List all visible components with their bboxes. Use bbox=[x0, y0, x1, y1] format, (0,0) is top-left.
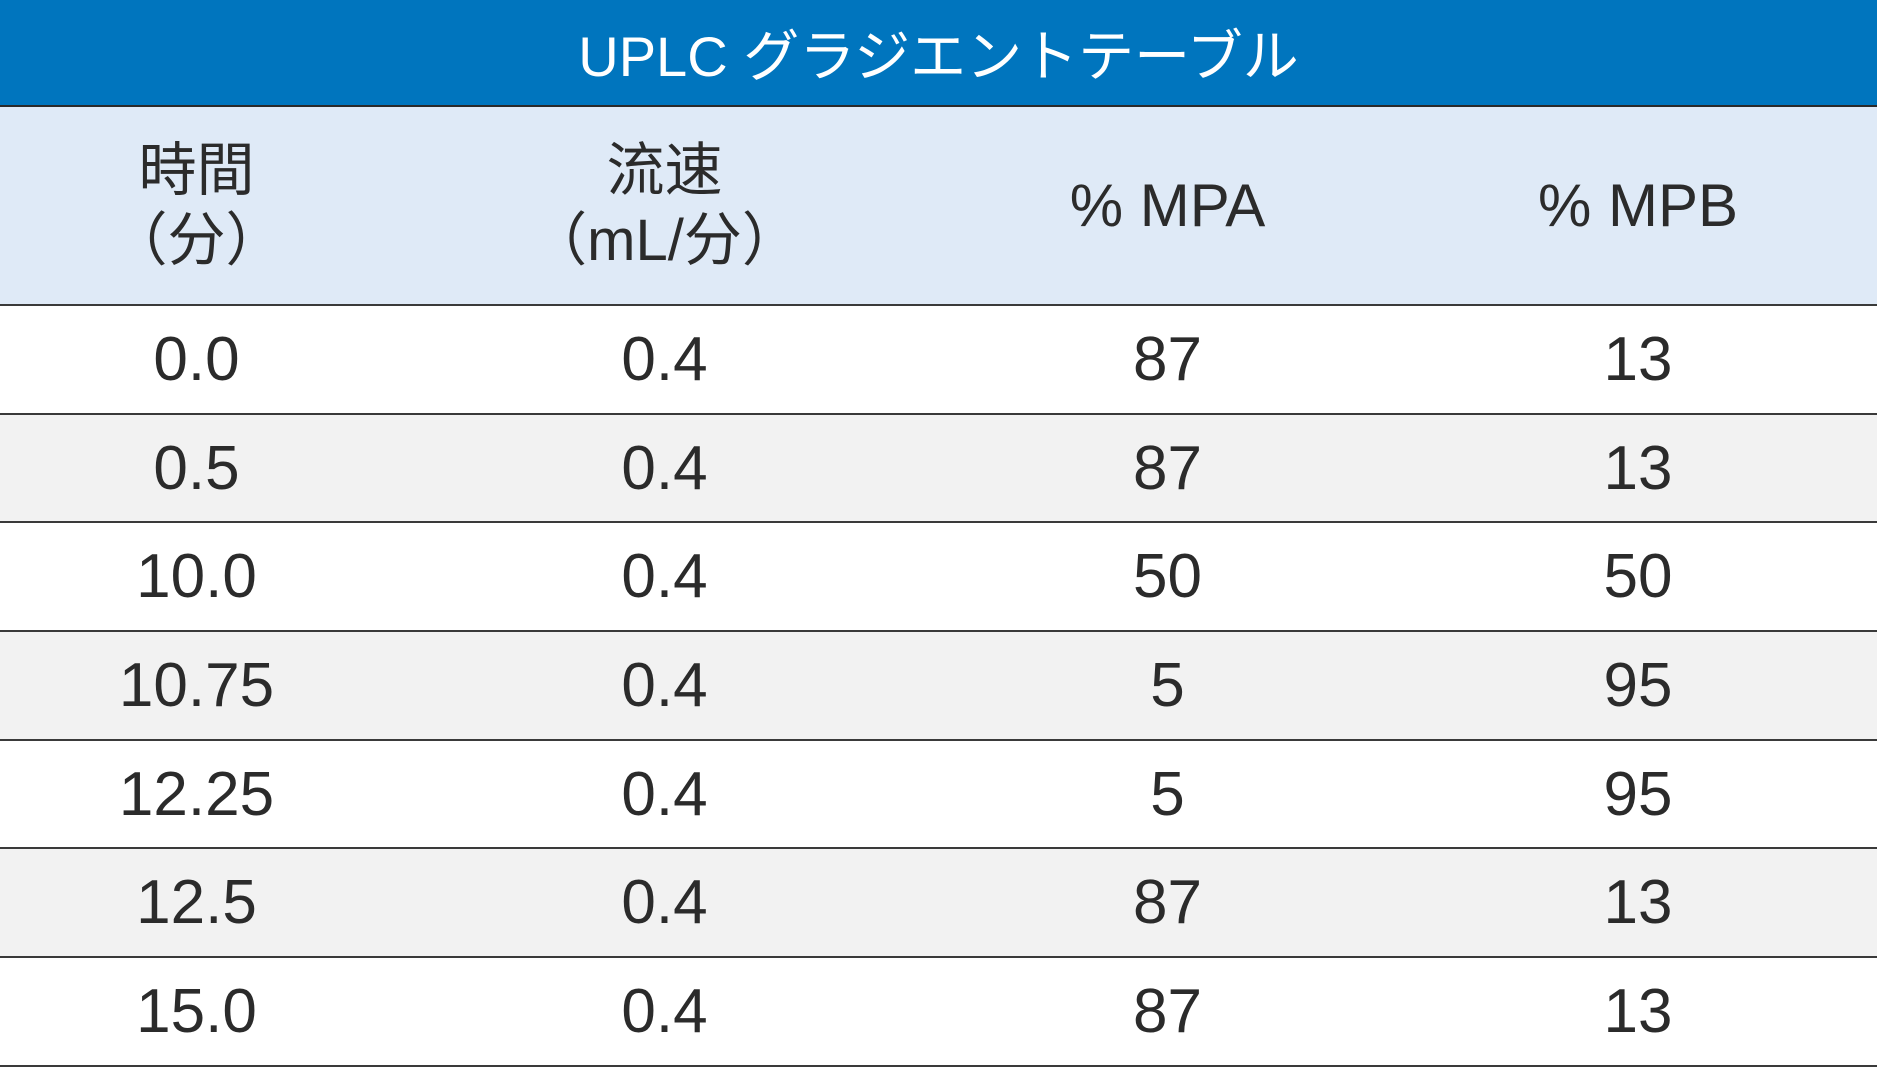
cell-flow-rate: 0.4 bbox=[621, 324, 708, 394]
table-row: 12.25 0.4 5 95 bbox=[0, 740, 1877, 850]
cell-mpb: 13 bbox=[1603, 976, 1673, 1046]
cell-flow-rate: 0.4 bbox=[621, 433, 708, 503]
cell-mpb: 50 bbox=[1603, 542, 1673, 612]
table-row: 10.0 0.4 50 50 bbox=[0, 523, 1877, 633]
header-flow-rate-unit: （mL/分） bbox=[529, 207, 800, 273]
cell-mpa: 5 bbox=[1150, 650, 1185, 720]
cell-time: 12.25 bbox=[118, 759, 275, 829]
header-time-label: 時間 bbox=[138, 137, 255, 203]
cell-flow-rate: 0.4 bbox=[621, 868, 708, 938]
cell-flow-rate: 0.4 bbox=[621, 650, 708, 720]
cell-mpa: 87 bbox=[1133, 324, 1202, 394]
header-mpa: % MPA bbox=[936, 107, 1399, 304]
cell-mpb: 13 bbox=[1603, 868, 1673, 938]
table-header: 時間 （分） 流速 （mL/分） % MPA % MPB bbox=[0, 107, 1877, 306]
cell-mpb: 95 bbox=[1603, 650, 1673, 720]
cell-mpa: 87 bbox=[1133, 976, 1202, 1046]
cell-mpa: 50 bbox=[1133, 542, 1202, 612]
cell-time: 0.0 bbox=[153, 324, 240, 394]
header-mpb: % MPB bbox=[1399, 107, 1877, 304]
cell-time: 12.5 bbox=[136, 868, 257, 938]
cell-time: 10.75 bbox=[118, 650, 275, 720]
table-row: 0.0 0.4 87 13 bbox=[0, 306, 1877, 415]
table-row: 10.75 0.4 5 95 bbox=[0, 632, 1877, 741]
cell-mpb: 13 bbox=[1603, 433, 1673, 503]
table-row: 15.0 0.4 87 13 bbox=[0, 958, 1877, 1067]
header-flow-rate-label: 流速 bbox=[606, 137, 723, 203]
cell-flow-rate: 0.4 bbox=[621, 759, 708, 829]
header-mpb-label: % MPB bbox=[1537, 171, 1739, 239]
header-time: 時間 （分） bbox=[0, 107, 393, 304]
cell-time: 15.0 bbox=[136, 976, 257, 1046]
table-row: 12.5 0.4 87 13 bbox=[0, 849, 1877, 959]
header-flow-rate: 流速 （mL/分） bbox=[393, 107, 936, 304]
cell-mpa: 5 bbox=[1150, 759, 1185, 829]
cell-flow-rate: 0.4 bbox=[621, 976, 708, 1046]
cell-mpb: 13 bbox=[1603, 324, 1673, 394]
header-mpa-label: % MPA bbox=[1069, 171, 1266, 239]
cell-mpa: 87 bbox=[1133, 868, 1202, 938]
cell-flow-rate: 0.4 bbox=[621, 542, 708, 612]
cell-time: 0.5 bbox=[153, 433, 240, 503]
cell-mpb: 95 bbox=[1603, 759, 1673, 829]
header-time-unit: （分） bbox=[109, 207, 284, 273]
cell-mpa: 87 bbox=[1133, 433, 1202, 503]
table-row: 0.5 0.4 87 13 bbox=[0, 414, 1877, 524]
table-title: UPLC グラジエントテーブル bbox=[0, 0, 1877, 107]
cell-time: 10.0 bbox=[136, 542, 257, 612]
